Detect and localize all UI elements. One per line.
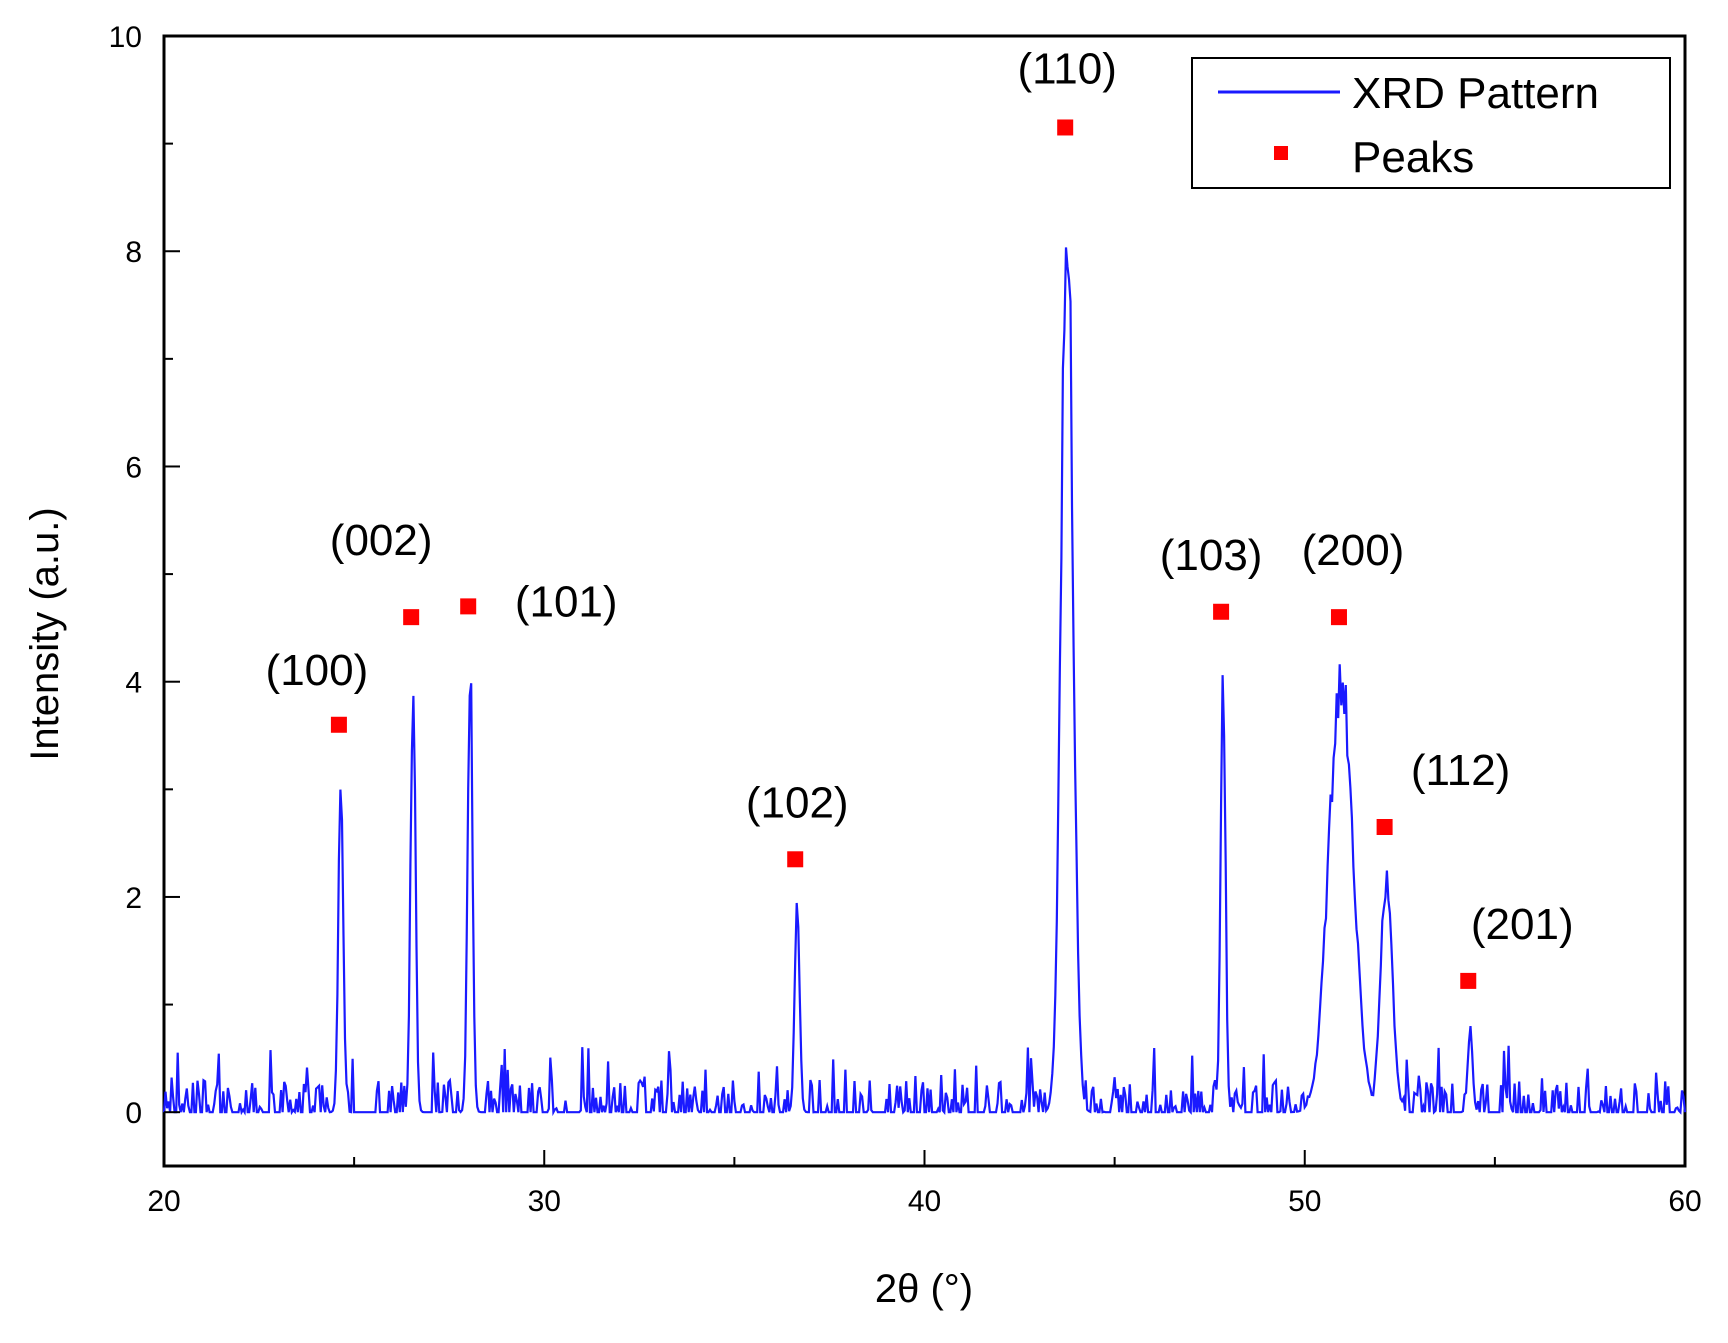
y-tick-label: 10 (109, 21, 142, 54)
peak-label: (110) (1017, 44, 1116, 93)
y-axis-title: Intensity (a.u.) (23, 507, 67, 760)
peak-marker (460, 598, 477, 615)
peak-label: (201) (1471, 900, 1574, 949)
legend-box (1191, 57, 1671, 189)
peak-label: (002) (330, 516, 433, 565)
peak-label: (112) (1411, 746, 1510, 795)
y-tick-label: 6 (125, 451, 142, 484)
plot-frame (162, 34, 1687, 1168)
x-tick-label: 30 (528, 1185, 561, 1218)
peak-marker (1376, 819, 1393, 835)
peak-markers: (100) (002) (101) (102) (110) (103) (200) (112)… (266, 44, 1574, 989)
y-tick-label: 2 (125, 882, 142, 915)
peak-marker (330, 716, 347, 733)
y-axis: 0 2 4 6 8 10 (109, 21, 180, 1130)
xrd-pattern-line (162, 247, 1687, 1117)
y-tick-label: 8 (125, 236, 142, 269)
peak-label: (100) (266, 646, 369, 695)
x-axis: 20 30 40 50 60 (147, 1150, 1702, 1218)
peak-label: (102) (746, 778, 849, 827)
peak-marker (1460, 972, 1477, 989)
legend: XRD Pattern Peaks (1191, 57, 1671, 189)
peak-label: (200) (1302, 526, 1405, 575)
peak-label: (101) (515, 577, 618, 626)
peak-marker (403, 609, 420, 626)
peak-label: (103) (1160, 531, 1263, 580)
legend-peak-swatch (1274, 146, 1288, 160)
y-tick-label: 0 (125, 1097, 142, 1130)
x-tick-label: 60 (1668, 1185, 1701, 1218)
peak-marker (1330, 609, 1347, 626)
peak-marker (1213, 603, 1230, 620)
x-tick-label: 20 (147, 1185, 180, 1218)
peak-marker (1057, 119, 1074, 136)
legend-label-peaks: Peaks (1352, 133, 1474, 182)
x-tick-label: 40 (908, 1185, 941, 1218)
xrd-pattern-path (162, 247, 1687, 1117)
x-tick-label: 50 (1288, 1185, 1321, 1218)
legend-label-xrd: XRD Pattern (1352, 69, 1599, 118)
peak-marker (787, 851, 804, 868)
y-tick-label: 4 (125, 667, 142, 700)
x-axis-title: 2θ (°) (875, 1267, 973, 1311)
